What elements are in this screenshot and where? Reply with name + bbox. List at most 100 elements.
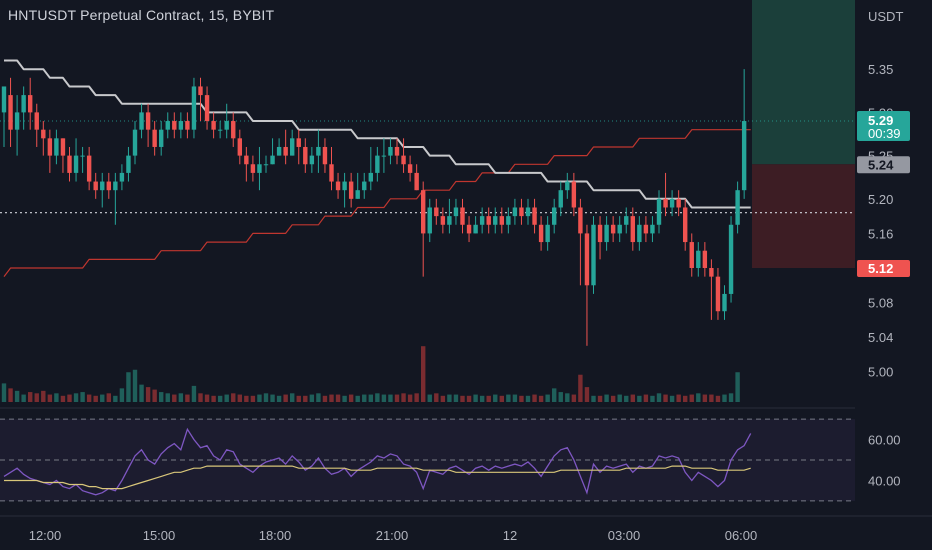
volume-bar — [545, 394, 550, 402]
candle — [47, 129, 53, 173]
candle-body — [565, 181, 570, 191]
volume-bar — [728, 393, 734, 402]
price-tick-label: 5.35 — [868, 62, 893, 77]
volume-bar — [362, 394, 367, 402]
candle — [617, 216, 622, 243]
candle — [211, 112, 216, 139]
stop-zone — [752, 164, 855, 268]
candle-body — [460, 207, 465, 225]
candle — [126, 146, 131, 182]
candle-body — [342, 181, 347, 191]
volume-bar — [506, 394, 511, 402]
volume-bar — [637, 395, 642, 402]
candle — [290, 129, 295, 156]
volume-bar — [1, 383, 7, 402]
candle — [604, 216, 609, 251]
price-tick-label: 5.20 — [868, 192, 893, 207]
volume-bar — [630, 394, 635, 402]
candle — [434, 198, 439, 225]
candle-body — [637, 224, 642, 243]
candle-body — [14, 112, 20, 130]
candle-body — [676, 198, 681, 208]
volume-bar — [329, 394, 334, 402]
candle — [217, 121, 223, 139]
volume-bar — [126, 372, 131, 402]
candle-body — [650, 224, 655, 234]
candle-body — [283, 146, 288, 156]
candle-body — [414, 172, 419, 191]
candle-body — [152, 129, 157, 147]
volume-bar — [368, 394, 373, 402]
candle-body — [362, 181, 367, 191]
volume-bar — [67, 394, 72, 402]
volume-bar — [453, 394, 459, 402]
candle-body — [86, 155, 92, 182]
volume-bar — [316, 393, 321, 402]
candle-body — [669, 198, 675, 208]
time-tick-label: 15:00 — [143, 528, 176, 543]
time-tick-label: 03:00 — [608, 528, 641, 543]
candle-body — [617, 224, 622, 234]
candle-body — [34, 112, 39, 130]
candle-body — [290, 138, 295, 156]
volume-bar — [237, 394, 242, 402]
volume-bar — [421, 346, 426, 402]
candle-body — [578, 207, 583, 234]
last-price-value: 5.29 — [868, 113, 893, 128]
candle — [244, 146, 249, 182]
candle — [506, 207, 511, 234]
candle-body — [506, 216, 511, 225]
candle-body — [696, 250, 701, 268]
candle — [335, 172, 341, 199]
volume-bar — [159, 392, 164, 402]
volume-bar — [591, 395, 596, 402]
time-tick-label: 06:00 — [725, 528, 758, 543]
volume-bar — [113, 395, 118, 402]
entry-price-value: 5.24 — [868, 157, 894, 172]
candle — [204, 86, 210, 130]
volume-bar — [532, 394, 537, 402]
candle-body — [689, 242, 694, 268]
volume-bar — [303, 395, 308, 402]
volume-bar — [381, 394, 387, 402]
candle — [14, 95, 20, 156]
candle — [316, 129, 321, 173]
candle-body — [512, 207, 518, 217]
candle — [565, 172, 570, 199]
candle — [132, 121, 138, 165]
volume-bar — [348, 394, 354, 402]
position-zones — [752, 0, 855, 268]
candle-body — [1, 86, 7, 113]
rsi-ma-line — [4, 465, 751, 490]
candle — [237, 129, 242, 165]
volume-bar — [191, 385, 197, 402]
candle — [702, 242, 708, 277]
time-tick-label: 12 — [503, 528, 517, 543]
volume-bar — [519, 395, 524, 402]
volume-bar — [702, 394, 708, 402]
volume-bar — [525, 395, 531, 402]
volume-bar — [276, 395, 282, 402]
candle — [597, 216, 603, 260]
candle — [303, 138, 308, 173]
candle-body — [316, 146, 321, 156]
candle-body — [100, 181, 105, 191]
candle-body — [21, 95, 26, 113]
volume-bar — [231, 393, 236, 402]
candle — [257, 146, 262, 191]
candle — [1, 86, 7, 147]
volume-bar — [558, 392, 563, 402]
volume-bar — [447, 394, 452, 402]
candle — [185, 112, 190, 139]
candle — [375, 146, 380, 182]
volume-bar — [244, 395, 249, 402]
candle-body — [204, 95, 210, 122]
candle-body — [683, 207, 688, 243]
volume-bar — [198, 393, 203, 402]
volume-bar — [604, 394, 609, 402]
candle — [54, 129, 59, 165]
volume-bar — [204, 394, 210, 402]
